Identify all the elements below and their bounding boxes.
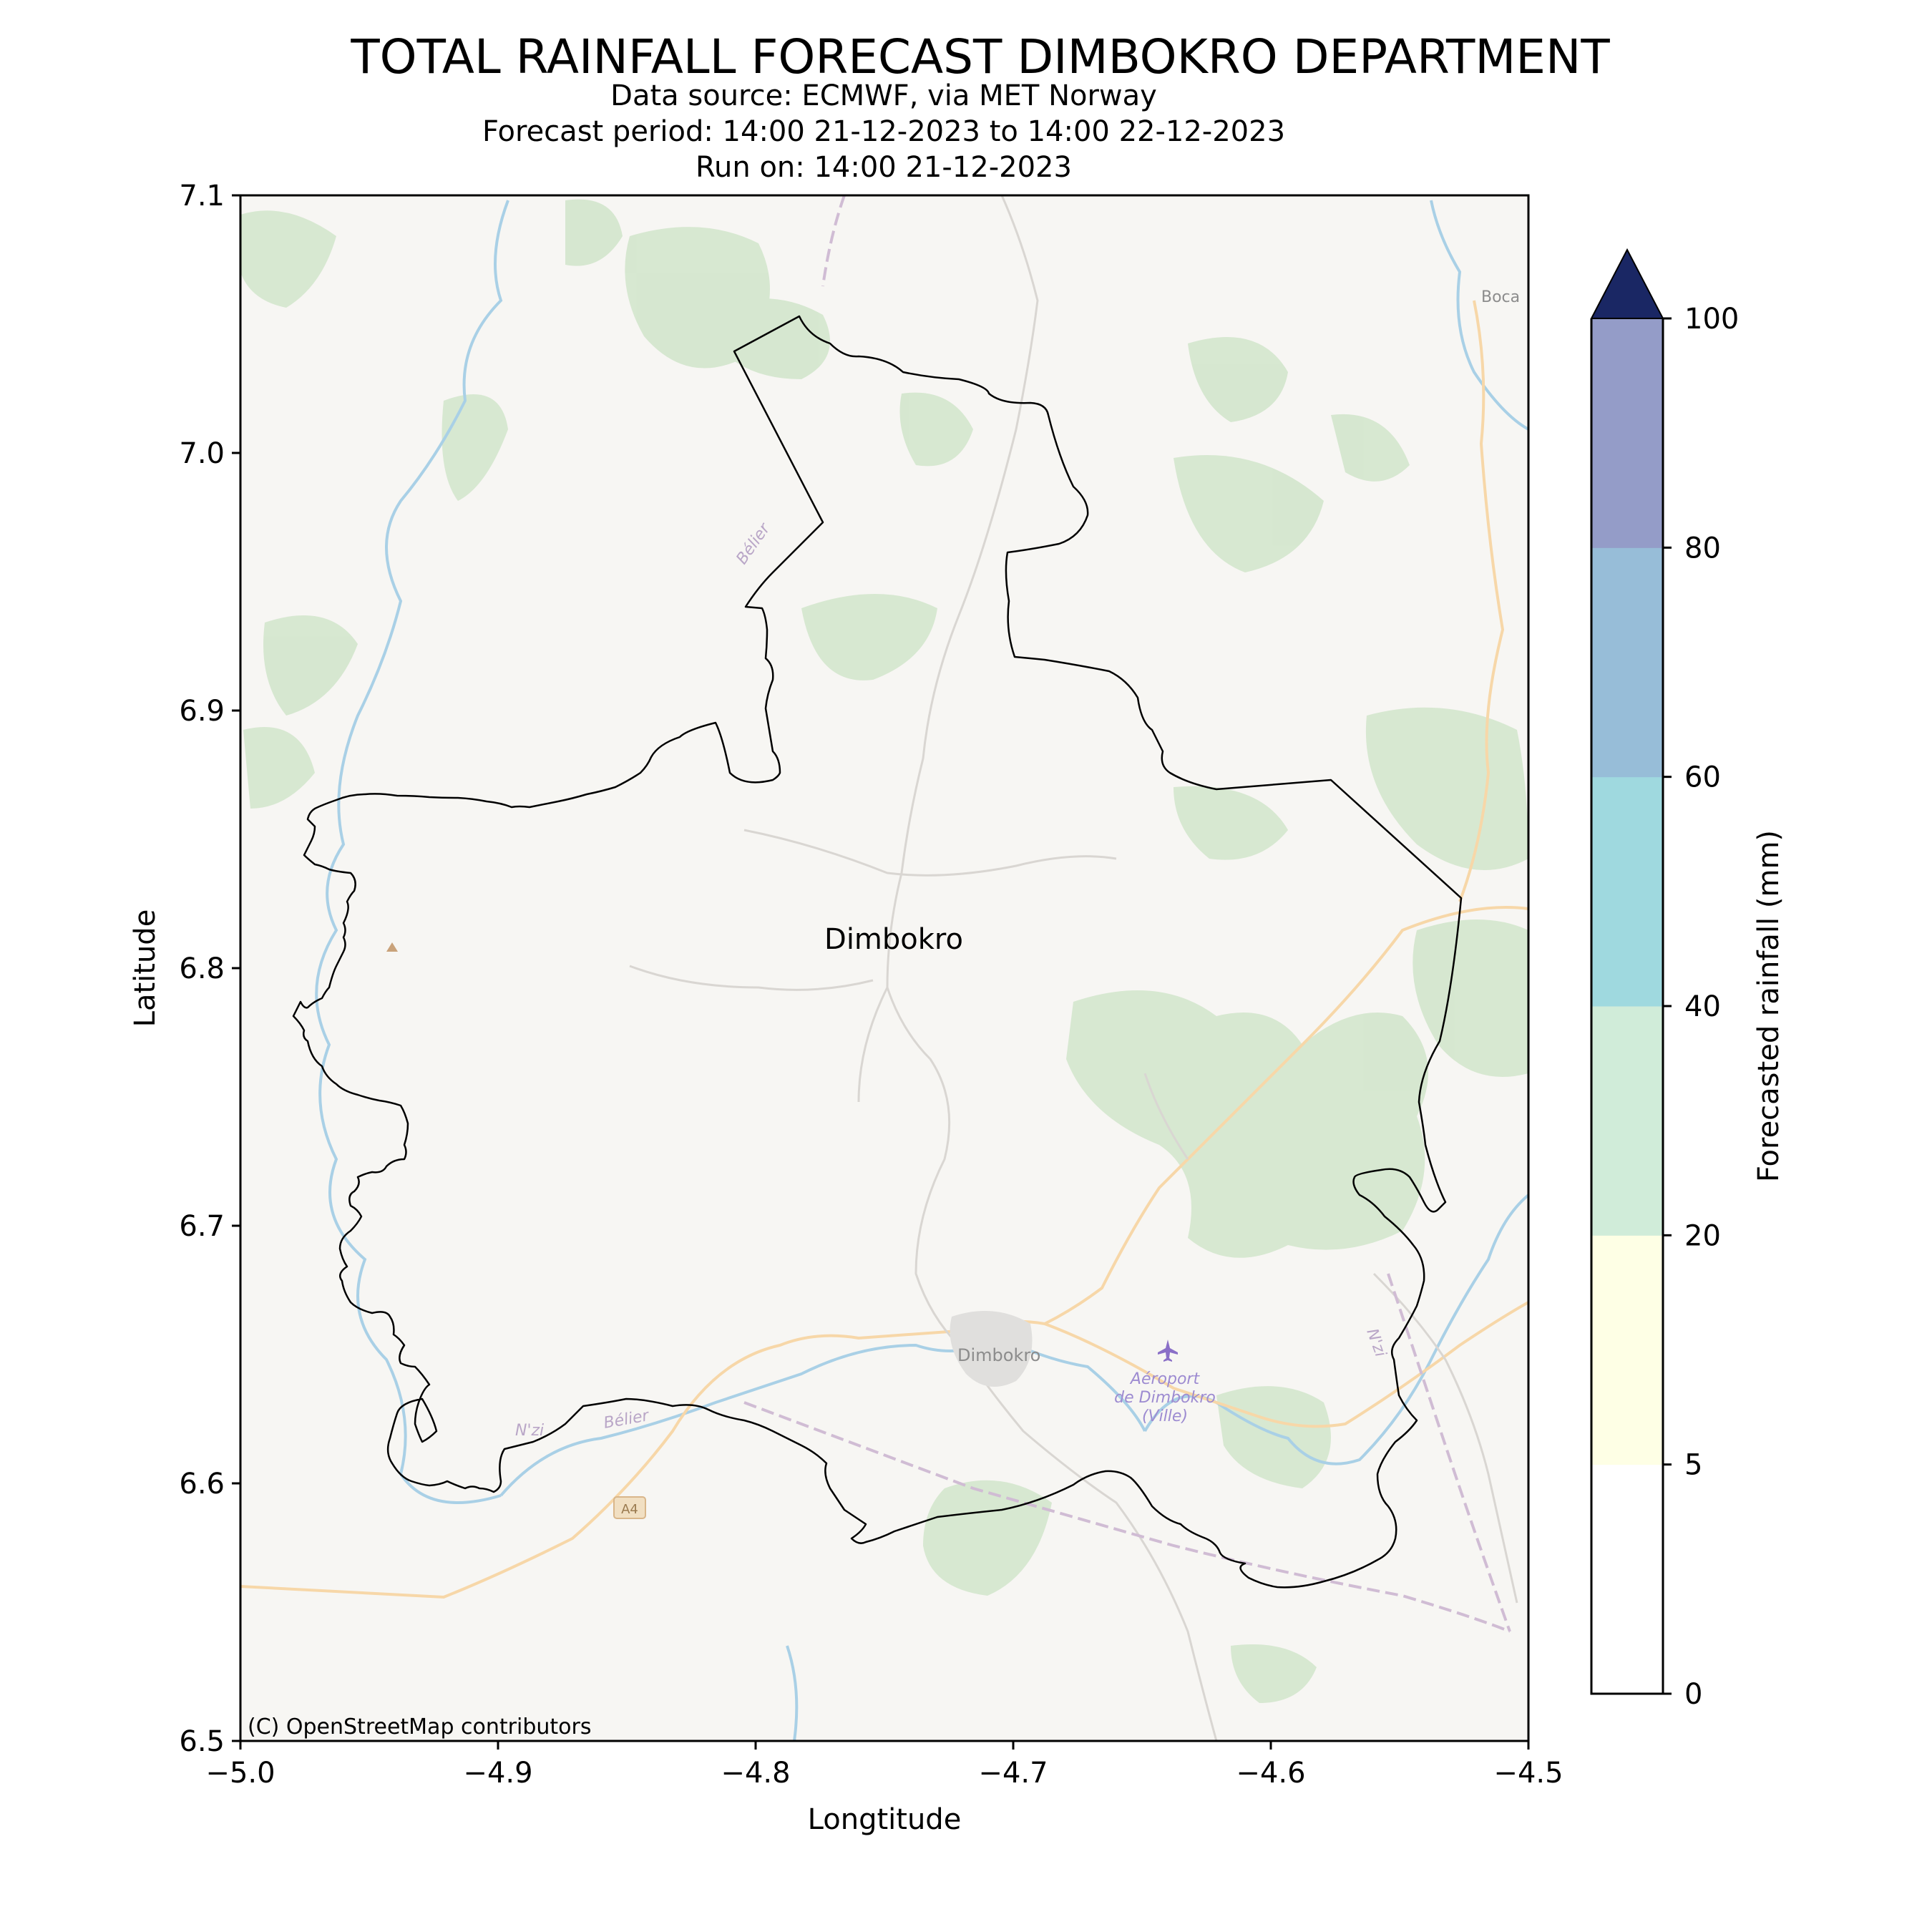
colorbar-bins [1591, 318, 1663, 1694]
attribution-text: (C) OpenStreetMap contributors [248, 1714, 591, 1740]
x-tick-label: −4.8 [721, 1757, 790, 1790]
map-axes: Boca Dimbokro Aéroport de Dimbokro (Vill… [129, 180, 1563, 1836]
y-axis-ticks: 6.5 6.6 6.7 6.8 6.9 7.0 7.1 [179, 180, 240, 1758]
basemap-label-boca: Boca [1481, 288, 1520, 306]
subtitle-forecast-period: Forecast period: 14:00 21-12-2023 to 14:… [482, 115, 1286, 148]
subtitle-data-source: Data source: ECMWF, via MET Norway [610, 79, 1157, 112]
major-roads [240, 300, 1528, 1599]
basemap-label-airport-1: Aéroport [1129, 1370, 1201, 1388]
basemap-label-airport-2: de Dimbokro [1114, 1389, 1216, 1407]
colorbar-bin [1591, 1006, 1663, 1236]
x-axis-label: Longtitude [808, 1803, 962, 1836]
minor-roads [629, 195, 1518, 1741]
chart-title: TOTAL RAINFALL FORECAST DIMBOKRO DEPARTM… [351, 29, 1610, 84]
region-label: Dimbokro [824, 923, 963, 956]
y-tick-label: 6.8 [179, 952, 225, 985]
colorbar-tick-label: 100 [1684, 303, 1739, 336]
basemap-label-nzi-river: N'zi [515, 1422, 544, 1440]
colorbar-tick-label: 5 [1684, 1449, 1702, 1482]
y-tick-label: 6.9 [179, 695, 225, 728]
colorbar-bin [1591, 776, 1663, 1007]
peak-icon [386, 942, 398, 952]
admin-boundaries [743, 195, 1511, 1633]
basemap-label-airport-3: (Ville) [1142, 1407, 1188, 1425]
basemap-label-dimbokro-town: Dimbokro [957, 1345, 1040, 1365]
y-tick-label: 7.1 [179, 180, 225, 213]
colorbar-tick-label: 80 [1684, 532, 1721, 565]
town-area [950, 1311, 1033, 1387]
basemap-label-a4: A4 [621, 1502, 638, 1517]
x-tick-label: −5.0 [205, 1757, 275, 1790]
colorbar-tick-label: 0 [1684, 1678, 1702, 1711]
x-tick-label: −4.6 [1236, 1757, 1305, 1790]
y-tick-label: 6.5 [179, 1725, 225, 1758]
road-shield-a4 [613, 1496, 646, 1519]
department-boundary [292, 315, 1463, 1589]
colorbar-tick-label: 20 [1684, 1219, 1721, 1252]
x-tick-label: −4.7 [978, 1757, 1048, 1790]
subtitle-run-on: Run on: 14:00 21-12-2023 [696, 151, 1072, 184]
colorbar-bin [1591, 1464, 1663, 1694]
colorbar-ticks: 0 5 20 40 60 80 100 [1663, 303, 1739, 1711]
colorbar-bin [1591, 547, 1663, 778]
colorbar-label: Forecasted rainfall (mm) [1752, 830, 1785, 1182]
x-axis-ticks: −5.0 −4.9 −4.8 −4.7 −4.6 −4.5 [205, 1741, 1563, 1790]
airport-icon [1158, 1340, 1178, 1362]
colorbar-bin [1591, 318, 1663, 548]
colorbar: 0 5 20 40 60 80 100 Forecasted rainfall (mm) [1590, 248, 1785, 1711]
colorbar-tick-label: 60 [1684, 761, 1721, 794]
x-tick-label: −4.9 [463, 1757, 532, 1790]
x-tick-label: −4.5 [1493, 1757, 1563, 1790]
colorbar-extend-arrow [1590, 248, 1664, 319]
colorbar-tick-label: 40 [1684, 990, 1721, 1023]
y-tick-label: 7.0 [179, 437, 225, 470]
basemap-layer: Boca Dimbokro Aéroport de Dimbokro (Vill… [240, 195, 1528, 1741]
colorbar-bin [1591, 1235, 1663, 1465]
y-axis-label: Latitude [129, 909, 162, 1028]
y-tick-label: 6.7 [179, 1210, 225, 1243]
y-tick-label: 6.6 [179, 1468, 225, 1501]
